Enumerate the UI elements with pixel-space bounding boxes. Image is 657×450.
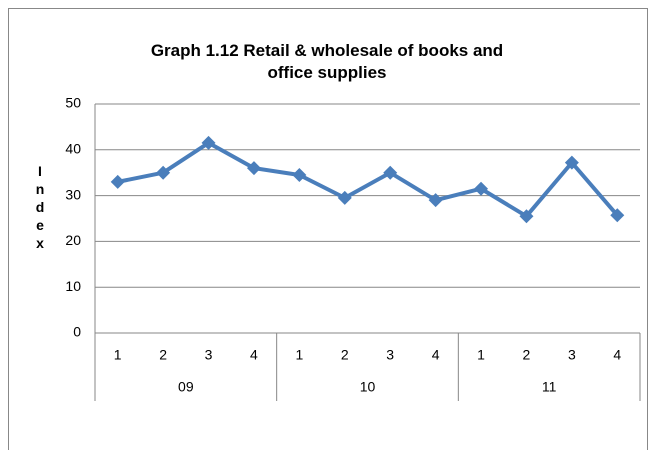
x-tick-label: 2 [341, 347, 349, 363]
data-point [201, 135, 216, 150]
x-tick-label: 3 [386, 347, 394, 363]
data-point [292, 167, 307, 182]
data-point [519, 209, 534, 224]
x-tick-label: 3 [568, 347, 576, 363]
x-tick-label: 4 [250, 347, 258, 363]
x-tick-label: 1 [477, 347, 485, 363]
y-tick-label: 30 [65, 186, 81, 202]
data-point [564, 155, 579, 170]
y-tick-label: 50 [65, 95, 81, 111]
data-point [156, 165, 171, 180]
x-tick-label: 2 [159, 347, 167, 363]
x-tick-label: 3 [205, 347, 213, 363]
chart-title: Graph 1.12 Retail & wholesale of books a… [150, 41, 504, 82]
data-point [110, 174, 125, 189]
x-tick-label: 4 [432, 347, 440, 363]
data-point [610, 208, 625, 223]
y-tick-label: 10 [65, 278, 81, 294]
y-tick-label: 40 [65, 141, 81, 157]
data-point [246, 161, 261, 176]
x-tick-label: 2 [523, 347, 531, 363]
y-tick-label: 0 [73, 324, 81, 340]
group-label: 11 [542, 379, 557, 395]
data-point [428, 193, 443, 208]
x-tick-label: 1 [295, 347, 303, 363]
series-line [117, 140, 619, 219]
x-tick-label: 1 [114, 347, 122, 363]
group-label: 09 [178, 379, 194, 395]
y-tick-label: 20 [65, 232, 81, 248]
group-label: 10 [360, 379, 376, 395]
data-point [337, 190, 352, 205]
data-point [383, 165, 398, 180]
chart-frame [8, 8, 648, 450]
x-tick-label: 4 [613, 347, 621, 363]
data-point [474, 181, 489, 196]
